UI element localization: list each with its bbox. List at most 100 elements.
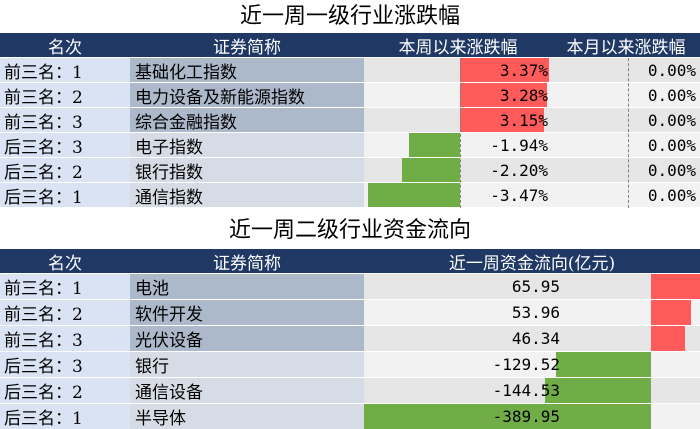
name-cell: 光伏设备: [130, 326, 364, 351]
table1-header-weekly: 本周以来涨跌幅: [398, 37, 518, 58]
monthly-change-value: 0.00%: [647, 185, 696, 205]
table-row: 后三名：1 通信指数 -3.47% 0.00%: [0, 183, 700, 207]
table-row: 后三名：2 银行指数 -2.20% 0.00%: [0, 158, 700, 182]
table1-header-name: 证券简称: [213, 37, 281, 58]
weekly-change-bar: [460, 58, 550, 82]
monthly-change-cell: 0.00%: [552, 183, 700, 207]
name-cell: 电力设备及新能源指数: [130, 83, 364, 107]
name-cell: 银行指数: [130, 158, 364, 182]
name-cell: 基础化工指数: [130, 58, 364, 82]
table-row: 前三名：2 电力设备及新能源指数 3.28% 0.00%: [0, 83, 700, 107]
security-name: 基础化工指数: [135, 62, 237, 83]
fund-flow-value: 65.95: [511, 277, 560, 296]
weekly-change-cell: -1.94%: [364, 133, 552, 157]
fund-flow-bar: [651, 326, 686, 351]
monthly-change-value: 0.00%: [647, 60, 696, 80]
rank-label: 后三名：3: [4, 137, 83, 158]
weekly-zero-axis: [460, 58, 461, 208]
rank-label: 后三名：2: [4, 162, 83, 183]
fund-flow-value: -144.53: [492, 381, 560, 400]
rank-label: 后三名：3: [4, 357, 83, 377]
weekly-change-bar: [460, 108, 544, 132]
table-row: 前三名：3 光伏设备 46.34: [0, 326, 700, 351]
monthly-change-cell: 0.00%: [552, 158, 700, 182]
security-name: 银行: [135, 357, 169, 377]
fund-flow-cell: -129.52: [364, 352, 700, 377]
table1-header-monthly: 本月以来涨跌幅: [566, 37, 686, 58]
name-cell: 银行: [130, 352, 364, 377]
fund-flow-value: -129.52: [492, 355, 560, 374]
weekly-change-bar: [408, 133, 460, 157]
weekly-change-value: -2.20%: [490, 160, 548, 180]
weekly-change-value: -1.94%: [490, 135, 548, 155]
security-name: 通信指数: [135, 187, 203, 208]
weekly-change-cell: 3.15%: [364, 108, 552, 132]
rank-label: 前三名：2: [4, 305, 83, 325]
table-row: 前三名：1 电池 65.95: [0, 274, 700, 299]
table-row: 后三名：3 银行 -129.52: [0, 352, 700, 377]
rank-label: 后三名：1: [4, 187, 83, 208]
table2-header-flow: 近一周资金流向(亿元): [448, 253, 616, 274]
fund-flow-bar: [364, 404, 651, 429]
monthly-change-cell: 0.00%: [552, 133, 700, 157]
monthly-change-cell: 0.00%: [552, 83, 700, 107]
name-cell: 通信设备: [130, 378, 364, 403]
rank-label: 前三名：3: [4, 331, 83, 351]
monthly-change-value: 0.00%: [647, 110, 696, 130]
weekly-change-cell: -3.47%: [364, 183, 552, 207]
name-cell: 综合金融指数: [130, 108, 364, 132]
rank-cell: 后三名：3: [0, 133, 130, 157]
name-cell: 软件开发: [130, 300, 364, 325]
rank-label: 前三名：2: [4, 87, 83, 108]
table-row: 后三名：2 通信设备 -144.53: [0, 378, 700, 403]
table-row: 前三名：1 基础化工指数 3.37% 0.00%: [0, 58, 700, 82]
rank-label: 前三名：1: [4, 279, 83, 299]
weekly-change-value: 3.37%: [499, 60, 548, 80]
fund-flow-cell: -389.95: [364, 404, 700, 429]
table-row: 后三名：1 半导体 -389.95: [0, 404, 700, 429]
security-name: 半导体: [135, 409, 186, 429]
monthly-change-cell: 0.00%: [552, 108, 700, 132]
weekly-change-cell: 3.28%: [364, 83, 552, 107]
monthly-change-value: 0.00%: [647, 135, 696, 155]
rank-cell: 前三名：3: [0, 108, 130, 132]
security-name: 电力设备及新能源指数: [135, 87, 305, 108]
weekly-change-cell: 3.37%: [364, 58, 552, 82]
table2-header-name: 证券简称: [213, 253, 281, 274]
table-row: 前三名：2 软件开发 53.96: [0, 300, 700, 325]
fund-flow-bar: [651, 300, 691, 325]
rank-label: 后三名：1: [4, 409, 83, 429]
monthly-zero-axis: [628, 58, 629, 208]
security-name: 电池: [135, 279, 169, 299]
rank-cell: 后三名：3: [0, 352, 130, 377]
rank-cell: 后三名：2: [0, 158, 130, 182]
security-name: 电子指数: [135, 137, 203, 158]
rank-label: 前三名：3: [4, 112, 83, 133]
rank-label: 前三名：1: [4, 62, 83, 83]
rank-cell: 前三名：1: [0, 274, 130, 299]
weekly-change-cell: -2.20%: [364, 158, 552, 182]
table1-header-rank: 名次: [48, 37, 82, 58]
table-row: 前三名：3 综合金融指数 3.15% 0.00%: [0, 108, 700, 132]
fund-flow-cell: 53.96: [364, 300, 700, 325]
security-name: 软件开发: [135, 305, 203, 325]
weekly-change-bar: [368, 183, 460, 207]
weekly-change-value: -3.47%: [490, 185, 548, 205]
rank-label: 后三名：2: [4, 383, 83, 403]
monthly-change-cell: 0.00%: [552, 58, 700, 82]
rank-cell: 前三名：2: [0, 83, 130, 107]
rank-cell: 后三名：1: [0, 183, 130, 207]
name-cell: 半导体: [130, 404, 364, 429]
security-name: 通信设备: [135, 383, 203, 403]
weekly-change-value: 3.28%: [499, 85, 548, 105]
fund-flow-cell: -144.53: [364, 378, 700, 403]
fund-flow-value: -389.95: [492, 407, 560, 426]
rank-cell: 后三名：2: [0, 378, 130, 403]
security-name: 光伏设备: [135, 331, 203, 351]
weekly-change-bar: [460, 83, 547, 107]
fund-flow-cell: 65.95: [364, 274, 700, 299]
table2-header-row: 名次 证券简称 近一周资金流向(亿元): [0, 249, 700, 273]
rank-cell: 前三名：1: [0, 58, 130, 82]
table2-title: 近一周二级行业资金流向: [228, 218, 471, 243]
fund-flow-bar: [544, 378, 651, 403]
